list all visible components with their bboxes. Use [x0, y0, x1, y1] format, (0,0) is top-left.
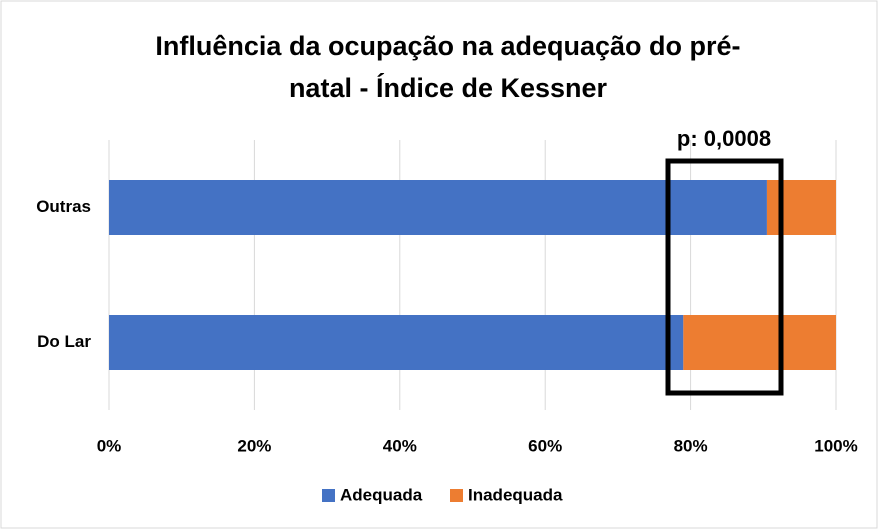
legend-swatch	[322, 489, 335, 502]
bar-segment	[109, 180, 767, 235]
x-tick-label: 40%	[383, 436, 417, 455]
chart-title: natal - Índice de Kessner	[289, 72, 608, 103]
annotation: p: 0,0008	[677, 126, 771, 151]
plot-area: 0% 20% 40% 60% 80% 100% Outras Do Lar Adequada In…	[36, 140, 858, 504]
bar-segment	[109, 315, 684, 370]
highlight-box	[665, 158, 784, 396]
legend-swatch	[450, 489, 463, 502]
legend-label: Inadequada	[468, 485, 563, 504]
chart-title: Influência da ocupação na adequação do p…	[155, 31, 740, 61]
legend-label: Adequada	[340, 485, 423, 504]
y-tick-label: Do Lar	[37, 332, 91, 351]
x-tick-label: 20%	[237, 436, 271, 455]
bar-segment	[766, 180, 836, 235]
x-tick-label: 0%	[97, 436, 122, 455]
x-tick-label: 100%	[814, 436, 857, 455]
y-tick-label: Outras	[36, 197, 91, 216]
x-tick-label: 80%	[674, 436, 708, 455]
x-tick-label: 60%	[528, 436, 562, 455]
bar-segment	[683, 315, 836, 370]
